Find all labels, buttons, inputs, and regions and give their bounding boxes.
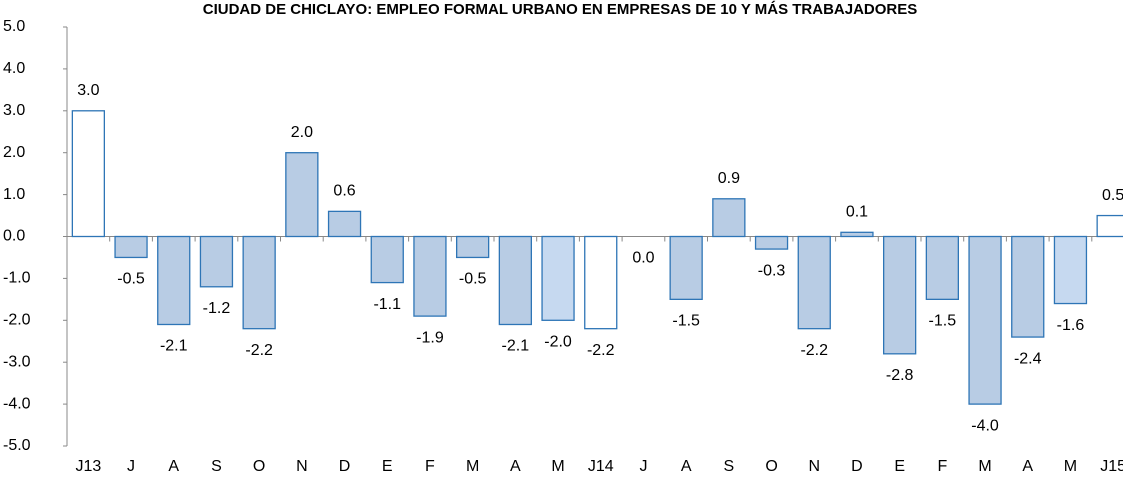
value-label: -1.6	[1057, 317, 1085, 334]
x-tick-label: E	[382, 458, 393, 475]
value-label: -2.1	[502, 338, 530, 355]
bar	[370, 235, 404, 284]
bar	[840, 231, 874, 238]
y-tick-label: 3.0	[3, 102, 25, 119]
bar	[71, 110, 105, 238]
value-label: 0.6	[333, 183, 355, 200]
bar	[712, 198, 746, 238]
x-tick-label: F	[425, 458, 435, 475]
bar	[199, 235, 234, 288]
value-label: -2.2	[587, 342, 615, 359]
x-tick-label: O	[765, 458, 777, 475]
y-tick-label: 4.0	[3, 60, 25, 77]
bar	[1096, 214, 1123, 238]
y-tick-label: -4.0	[3, 395, 31, 412]
x-tick-label: N	[808, 458, 820, 475]
x-tick-label: E	[894, 458, 905, 475]
bar	[1011, 235, 1045, 338]
value-label: 0.0	[632, 250, 654, 267]
value-label: -1.5	[929, 313, 957, 330]
value-label: 0.1	[846, 204, 868, 221]
x-tick-label: M	[551, 458, 564, 475]
value-label: -4.0	[971, 417, 999, 434]
y-tick-label: 5.0	[3, 18, 25, 35]
bar	[498, 235, 533, 326]
bar	[114, 235, 148, 259]
y-tick-label: 1.0	[3, 186, 25, 203]
value-label: -0.5	[117, 271, 145, 288]
bar	[925, 235, 959, 300]
bar	[1053, 235, 1088, 305]
y-tick-label: 2.0	[3, 144, 25, 161]
x-tick-label: J	[127, 458, 135, 475]
value-label: -2.0	[544, 334, 572, 351]
value-label: -1.2	[203, 300, 231, 317]
value-label: -1.9	[416, 329, 444, 346]
value-label: -1.1	[373, 296, 401, 313]
x-tick-label: M	[1064, 458, 1077, 475]
x-tick-label: M	[466, 458, 479, 475]
bar	[455, 235, 490, 259]
x-tick-label: A	[1022, 458, 1033, 475]
bar	[669, 235, 703, 300]
value-label: -2.4	[1014, 350, 1042, 367]
bar	[797, 235, 831, 330]
bar	[157, 235, 191, 326]
x-tick-label: A	[510, 458, 521, 475]
value-label: 2.0	[291, 124, 313, 141]
y-tick-label: -1.0	[3, 270, 31, 287]
y-tick-label: -2.0	[3, 312, 31, 329]
value-label: -2.2	[800, 342, 828, 359]
x-tick-label: A	[681, 458, 692, 475]
bar	[327, 210, 362, 238]
x-tick-label: S	[724, 458, 735, 475]
x-tick-label: J15	[1100, 458, 1123, 475]
value-label: 3.0	[77, 82, 99, 99]
bar	[242, 235, 276, 330]
bar	[584, 235, 618, 330]
x-tick-label: O	[253, 458, 265, 475]
y-tick-label: -5.0	[3, 437, 31, 454]
value-label: -1.5	[672, 313, 700, 330]
bar	[413, 235, 447, 317]
y-tick-label: 0.0	[3, 228, 25, 245]
value-label: -2.2	[245, 342, 273, 359]
value-label: 0.5	[1102, 187, 1123, 204]
bar	[754, 235, 789, 250]
value-label: 0.9	[718, 170, 740, 187]
value-label: -0.3	[758, 262, 786, 279]
value-label: -0.5	[459, 271, 487, 288]
bar	[968, 235, 1002, 405]
x-tick-label: J14	[588, 458, 614, 475]
value-label: -2.1	[160, 338, 188, 355]
chart-title: CIUDAD DE CHICLAYO: EMPLEO FORMAL URBANO…	[203, 1, 918, 18]
value-label: -2.8	[886, 367, 914, 384]
x-tick-label: J	[639, 458, 647, 475]
x-tick-label: D	[339, 458, 351, 475]
x-tick-label: S	[211, 458, 222, 475]
bar	[883, 235, 917, 355]
x-tick-label: M	[978, 458, 991, 475]
bar	[285, 152, 319, 238]
bar	[541, 235, 575, 321]
y-tick-label: -3.0	[3, 353, 31, 370]
x-tick-label: F	[937, 458, 947, 475]
x-tick-label: N	[296, 458, 308, 475]
x-tick-label: J13	[75, 458, 101, 475]
x-tick-label: A	[168, 458, 179, 475]
x-tick-label: D	[851, 458, 863, 475]
